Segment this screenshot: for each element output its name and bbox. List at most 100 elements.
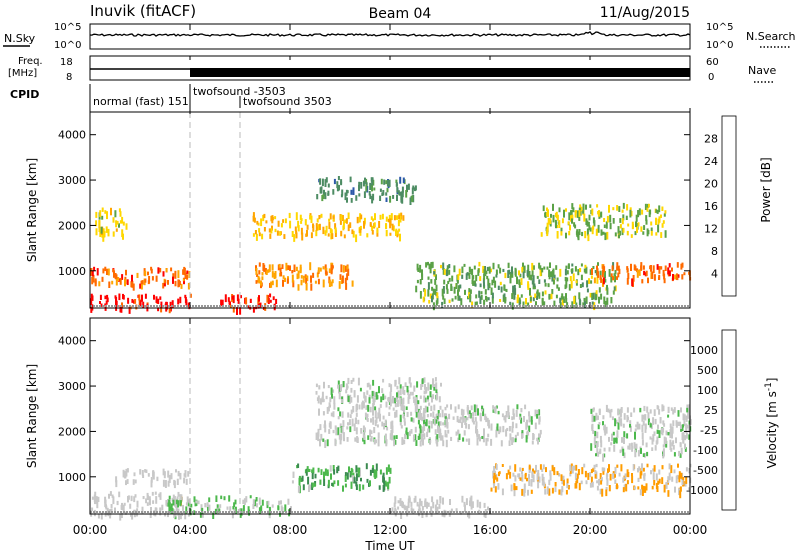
- power-cell-3-27: [237, 298, 240, 304]
- power-cell-7-196: [570, 280, 573, 289]
- power-cell-7-327: [443, 279, 446, 285]
- power-cell-8-69: [626, 268, 629, 273]
- velocity-cell-4-293: [399, 389, 402, 396]
- velocity-cell-5-192: [471, 417, 474, 422]
- power-cell-7-275: [550, 293, 553, 300]
- velocity-cell-6-81: [587, 472, 590, 480]
- velocity-cell-4-349: [405, 406, 408, 410]
- velocity-cell-5-129: [446, 422, 449, 429]
- power-cell-2-17: [106, 211, 108, 220]
- power-cell-5-150: [297, 225, 300, 232]
- velocity-cell-4-32: [332, 389, 335, 393]
- velocity-cell-3-41: [308, 468, 311, 472]
- power-cell-4-7: [289, 265, 291, 271]
- velocity-cell-4-109: [337, 427, 340, 436]
- power-cell-9-53: [563, 209, 565, 218]
- power-cell-9-174: [603, 224, 606, 228]
- power-cell-9-35: [560, 230, 563, 236]
- velocity-cell-5-74: [470, 405, 473, 411]
- power-cell-7-264: [447, 280, 450, 285]
- velocity-cell-0-3: [110, 508, 113, 513]
- power-cell-5-103: [317, 226, 320, 231]
- velocity-cell-2-70: [242, 505, 245, 513]
- velocity-cell-6-114: [524, 474, 527, 480]
- velocity-cell-6-235: [614, 466, 617, 474]
- power-cell-9-146: [546, 228, 549, 237]
- velocity-cell-6-55: [521, 474, 524, 482]
- nsky-panel: N.Sky 10^5 10^0 10^5 10^0 N.Search: [3, 22, 796, 51]
- power-cell-7-8: [522, 301, 525, 309]
- velocity-cell-0-90: [119, 513, 122, 518]
- velocity-cell-3-18: [358, 484, 361, 492]
- velocity-cell-8-177: [649, 423, 652, 428]
- freq-unit-label: [MHz]: [8, 68, 37, 79]
- velocity-cell-4-345: [413, 385, 416, 392]
- velocity-cell-0-51: [96, 500, 99, 509]
- power-cell-5-17: [376, 229, 379, 237]
- power-cell-1-74: [167, 280, 169, 285]
- velocity-cell-4-201: [364, 412, 367, 418]
- power-cell-5-67: [288, 212, 291, 219]
- nave-label: Nave: [748, 64, 776, 77]
- velocity-cell-5-162: [492, 405, 495, 409]
- velocity-cell-8-225: [627, 416, 629, 421]
- velocity-cell-4-216: [438, 396, 441, 403]
- velocity-cell-3-97: [311, 472, 314, 480]
- velocity-cell-5-89: [530, 416, 533, 422]
- power-cell-9-88: [584, 231, 587, 239]
- velocity-cell-8-202: [657, 424, 659, 429]
- velocity-cell-3-31: [355, 484, 358, 490]
- power-cell-9-2: [581, 231, 584, 237]
- velocity-cell-4-336: [363, 434, 366, 440]
- velocity-cell-5-57: [417, 412, 420, 419]
- velocity-cell-4-177: [403, 405, 406, 413]
- velocity-cell-8-91: [653, 431, 656, 436]
- velocity-cell-6-242: [576, 478, 579, 484]
- velocity-cell-8-89: [673, 452, 676, 457]
- power-cell-7-206: [456, 279, 459, 284]
- power-cell-3-8: [227, 297, 230, 302]
- power-cell-7-229: [468, 272, 471, 279]
- velocity-cell-6-60: [578, 482, 581, 491]
- freq-label: Freq.: [18, 56, 43, 67]
- power-cell-7-93: [448, 299, 451, 304]
- velocity-cell-8-24: [597, 451, 600, 457]
- velocity-cell-2-35: [254, 499, 257, 507]
- velocity-cell-3-35: [336, 467, 339, 474]
- power-cell-7-220: [536, 289, 539, 297]
- velocity-cell-5-195: [435, 439, 438, 445]
- velocity-cell-5-45: [514, 438, 517, 443]
- power-cell-1-7: [106, 268, 108, 275]
- velocity-cell-5-71: [444, 416, 447, 421]
- power-cell-1-58: [150, 268, 153, 274]
- power-cell-3-0: [232, 295, 235, 304]
- velocity-cell-2-61: [271, 504, 274, 508]
- power-cell-5-68: [332, 215, 335, 219]
- velocity-cell-1-32: [150, 477, 153, 483]
- velocity-cell-5-80: [508, 440, 511, 446]
- power-cell-9-171: [635, 221, 637, 228]
- power-cell-7-197: [532, 275, 535, 282]
- velocity-cell-3-6: [389, 467, 392, 474]
- velocity-cell-6-223: [495, 464, 498, 470]
- velocity-cell-4-354: [421, 378, 424, 384]
- velocity-cell-4-315: [348, 397, 351, 404]
- power-cell-1-50: [155, 275, 158, 282]
- power-cell-4-68: [260, 280, 262, 286]
- velocity-cell-5-194: [515, 410, 518, 417]
- power-cell-7-149: [432, 288, 435, 295]
- velocity-cell-8-139: [633, 407, 636, 413]
- velocity-colorbar-tick-6: -500: [693, 464, 718, 477]
- velocity-cell-6-148: [684, 482, 687, 487]
- velocity-cell-8-168: [684, 443, 686, 449]
- power-cell-7-21: [491, 279, 494, 286]
- power-cell-5-13: [396, 215, 398, 220]
- power-cell-1-34: [92, 274, 95, 283]
- velocity-cell-4-249: [357, 377, 360, 386]
- velocity-cell-6-207: [549, 473, 552, 481]
- power-cell-9-170: [642, 231, 645, 235]
- velocity-cell-4-236: [359, 387, 362, 392]
- power-cell-7-2: [536, 295, 538, 300]
- velocity-cell-5-188: [524, 404, 527, 410]
- power-cell-6-100: [364, 177, 366, 181]
